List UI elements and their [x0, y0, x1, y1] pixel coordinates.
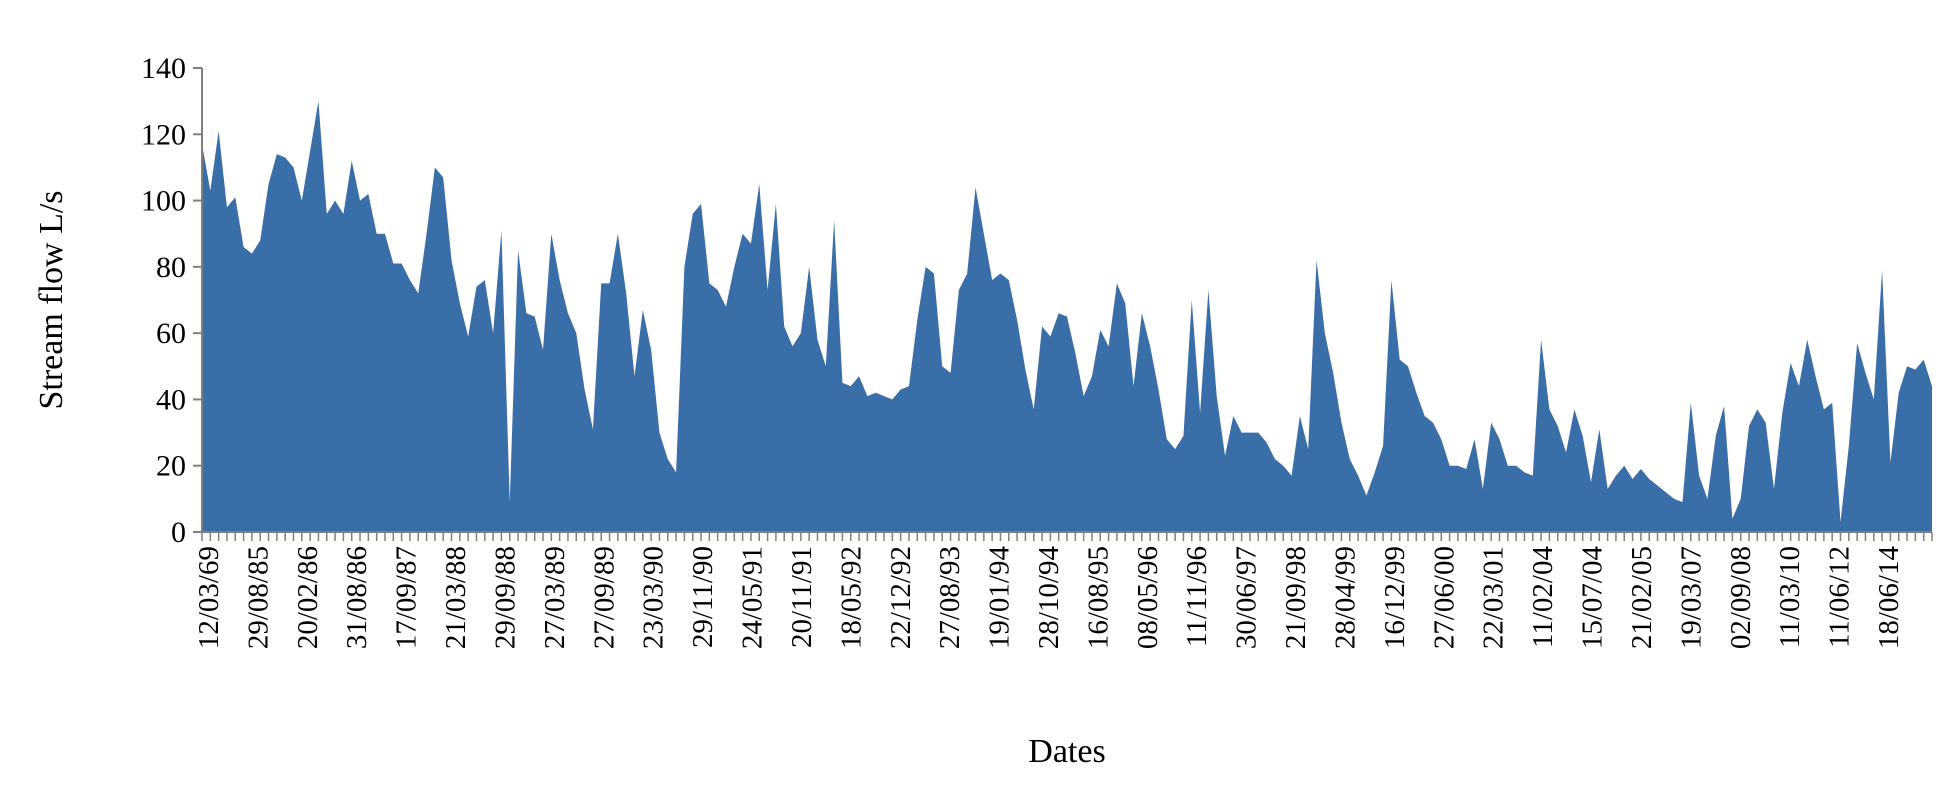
x-tick-label: 16/12/99 — [1379, 546, 1411, 649]
x-tick-label: 12/03/69 — [193, 546, 225, 649]
x-tick-label: 15/07/04 — [1577, 546, 1609, 650]
y-tick-label: 140 — [141, 52, 186, 85]
x-tick-label: 31/08/86 — [341, 546, 373, 649]
x-tick-label: 28/04/99 — [1329, 546, 1361, 649]
x-tick-label: 30/06/97 — [1231, 546, 1263, 649]
x-tick-label: 11/06/12 — [1824, 546, 1856, 648]
x-tick-label: 21/02/05 — [1626, 546, 1658, 649]
y-tick-label: 20 — [156, 450, 186, 483]
y-tick-label: 40 — [156, 383, 186, 416]
x-tick-label: 11/02/04 — [1527, 546, 1559, 649]
x-tick-label: 28/10/94 — [1033, 546, 1065, 650]
x-tick-label: 20/02/86 — [292, 546, 324, 649]
y-tick-label: 60 — [156, 317, 186, 350]
x-tick-label: 27/03/89 — [539, 546, 571, 649]
x-tick-label: 22/12/92 — [885, 546, 917, 649]
y-tick-label: 80 — [156, 251, 186, 284]
x-tick-label: 27/08/93 — [934, 546, 966, 649]
y-axis-ticks: 0 20 40 60 80 100 120 140 — [141, 52, 202, 549]
x-tick-label: 27/06/00 — [1428, 546, 1460, 649]
x-tick-label: 11/11/96 — [1181, 546, 1213, 647]
x-tick-label: 16/08/95 — [1082, 546, 1114, 649]
x-tick-label: 29/09/88 — [489, 546, 521, 649]
y-tick-label: 100 — [141, 185, 186, 218]
x-tick-label: 24/05/91 — [737, 546, 769, 649]
y-tick-label: 120 — [141, 118, 186, 151]
x-axis-ticks: 12/03/69 29/08/85 20/02/86 31/08/86 17/09/87… — [193, 532, 1933, 650]
x-tick-label: 19/01/94 — [984, 546, 1016, 650]
x-tick-label: 02/09/08 — [1725, 546, 1757, 649]
x-tick-label: 29/11/90 — [687, 546, 719, 648]
y-axis-title: Stream flow L/s — [33, 190, 70, 409]
x-tick-label: 27/09/89 — [588, 546, 620, 649]
x-tick-label: 19/03/07 — [1675, 546, 1707, 649]
x-tick-label: 17/09/87 — [391, 546, 423, 649]
stream-flow-area — [202, 101, 1932, 532]
y-tick-label: 0 — [171, 516, 186, 549]
x-tick-label: 21/03/88 — [440, 546, 472, 649]
x-tick-label: 08/05/96 — [1132, 546, 1164, 649]
x-tick-label: 18/05/92 — [835, 546, 867, 649]
x-tick-label: 29/08/85 — [242, 546, 274, 649]
x-axis-title: Dates — [1028, 733, 1105, 770]
x-tick-label: 23/03/90 — [638, 546, 670, 649]
plot-area — [202, 101, 1932, 532]
x-tick-label: 22/03/01 — [1478, 546, 1510, 649]
x-tick-label: 20/11/91 — [786, 546, 818, 648]
x-tick-label: 18/06/14 — [1873, 546, 1905, 650]
x-tick-label: 21/09/98 — [1280, 546, 1312, 649]
x-tick-label: 11/03/10 — [1774, 546, 1806, 648]
